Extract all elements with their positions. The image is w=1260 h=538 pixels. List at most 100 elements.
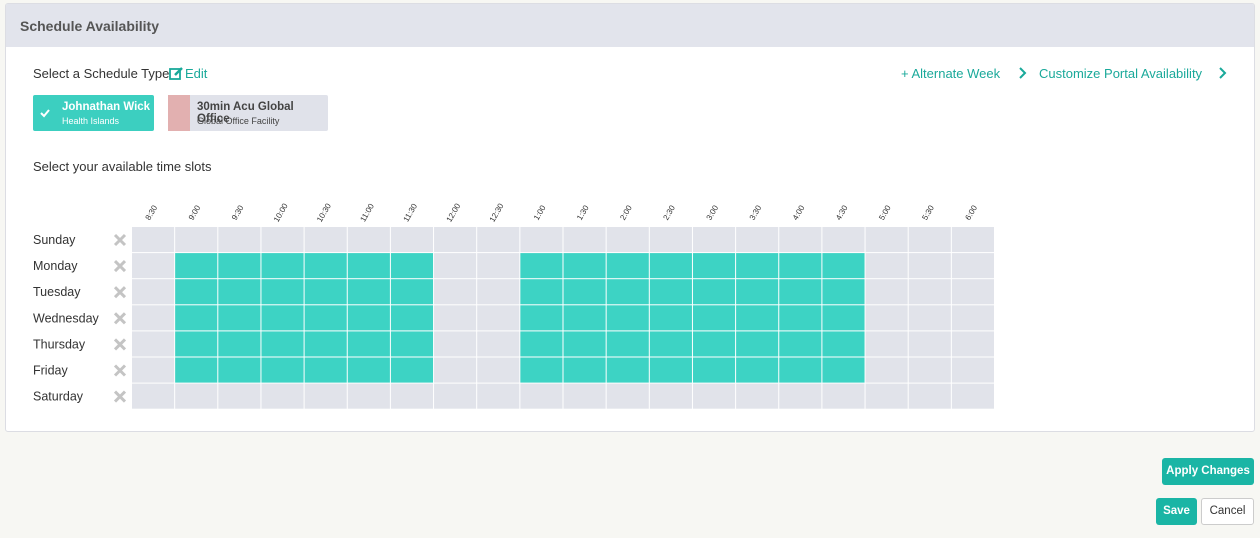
time-slot[interactable]	[347, 253, 390, 279]
time-slot[interactable]	[218, 305, 261, 331]
time-slot[interactable]	[520, 357, 563, 383]
time-slot[interactable]	[606, 305, 649, 331]
time-slot[interactable]	[692, 331, 736, 357]
time-slot[interactable]	[822, 227, 865, 253]
time-slot[interactable]	[822, 279, 865, 305]
time-slot[interactable]	[132, 383, 175, 409]
time-slot[interactable]	[390, 331, 434, 357]
time-slot[interactable]	[434, 279, 477, 305]
time-slot[interactable]	[908, 357, 951, 383]
time-slot[interactable]	[175, 227, 218, 253]
save-button[interactable]: Save	[1156, 498, 1197, 525]
clear-day-button[interactable]	[113, 338, 127, 351]
time-slot[interactable]	[908, 253, 951, 279]
time-slot[interactable]	[822, 383, 865, 409]
time-slot[interactable]	[563, 383, 606, 409]
time-slot[interactable]	[304, 305, 347, 331]
time-slot[interactable]	[865, 383, 908, 409]
time-slot[interactable]	[779, 331, 822, 357]
time-slot[interactable]	[951, 227, 994, 253]
time-slot[interactable]	[736, 357, 779, 383]
time-slot[interactable]	[692, 357, 736, 383]
time-slot[interactable]	[606, 253, 649, 279]
time-slot[interactable]	[477, 253, 520, 279]
time-slot[interactable]	[649, 305, 692, 331]
time-slot[interactable]	[175, 279, 218, 305]
time-slot[interactable]	[822, 253, 865, 279]
clear-day-button[interactable]	[113, 233, 127, 247]
time-slot[interactable]	[434, 253, 477, 279]
time-slot[interactable]	[606, 383, 649, 409]
time-slot[interactable]	[390, 253, 434, 279]
time-slot[interactable]	[347, 357, 390, 383]
clear-day-button[interactable]	[113, 390, 127, 403]
time-slot[interactable]	[606, 357, 649, 383]
time-slot[interactable]	[304, 357, 347, 383]
time-slot[interactable]	[304, 227, 347, 253]
time-slot[interactable]	[175, 305, 218, 331]
time-slot[interactable]	[951, 357, 994, 383]
time-slot[interactable]	[434, 383, 477, 409]
time-slot[interactable]	[132, 253, 175, 279]
time-slot[interactable]	[736, 383, 779, 409]
time-slot[interactable]	[132, 357, 175, 383]
time-slot[interactable]	[261, 305, 304, 331]
time-slot[interactable]	[951, 253, 994, 279]
time-slot[interactable]	[951, 383, 994, 409]
time-slot[interactable]	[477, 383, 520, 409]
time-slot[interactable]	[606, 227, 649, 253]
time-slot[interactable]	[218, 383, 261, 409]
time-slot[interactable]	[218, 357, 261, 383]
time-slot[interactable]	[865, 357, 908, 383]
time-slot[interactable]	[951, 305, 994, 331]
time-slot[interactable]	[865, 305, 908, 331]
time-slot[interactable]	[520, 253, 563, 279]
time-slot[interactable]	[908, 331, 951, 357]
time-slot[interactable]	[951, 279, 994, 305]
time-slot[interactable]	[390, 305, 434, 331]
time-slot[interactable]	[520, 383, 563, 409]
customize-portal-link[interactable]: Customize Portal Availability	[1039, 66, 1203, 81]
time-slot[interactable]	[175, 383, 218, 409]
time-slot[interactable]	[649, 331, 692, 357]
time-slot[interactable]	[477, 279, 520, 305]
time-slot[interactable]	[304, 279, 347, 305]
time-slot[interactable]	[261, 357, 304, 383]
time-slot[interactable]	[175, 357, 218, 383]
clear-day-button[interactable]	[113, 286, 127, 299]
time-slot[interactable]	[434, 227, 477, 253]
time-slot[interactable]	[175, 253, 218, 279]
edit-icon[interactable]	[169, 66, 183, 80]
time-slot[interactable]	[865, 331, 908, 357]
time-slot[interactable]	[390, 279, 434, 305]
time-slot[interactable]	[132, 279, 175, 305]
time-slot[interactable]	[692, 253, 736, 279]
time-slot[interactable]	[563, 253, 606, 279]
time-slot[interactable]	[692, 227, 736, 253]
time-slot[interactable]	[736, 331, 779, 357]
time-slot[interactable]	[736, 253, 779, 279]
time-slot[interactable]	[132, 305, 175, 331]
time-slot[interactable]	[649, 279, 692, 305]
time-slot[interactable]	[779, 305, 822, 331]
time-slot[interactable]	[175, 331, 218, 357]
time-slot[interactable]	[520, 305, 563, 331]
time-slot[interactable]	[865, 253, 908, 279]
time-slot[interactable]	[218, 279, 261, 305]
time-slot[interactable]	[822, 305, 865, 331]
time-slot[interactable]	[563, 279, 606, 305]
time-slot[interactable]	[908, 279, 951, 305]
time-slot[interactable]	[692, 305, 736, 331]
time-slot[interactable]	[908, 227, 951, 253]
time-slot[interactable]	[477, 305, 520, 331]
time-slot[interactable]	[261, 331, 304, 357]
time-slot[interactable]	[779, 227, 822, 253]
time-slot[interactable]	[649, 383, 692, 409]
time-slot[interactable]	[563, 305, 606, 331]
time-slot[interactable]	[347, 227, 390, 253]
time-slot[interactable]	[563, 331, 606, 357]
schedule-option[interactable]: 30min Acu Global Office Global Office Fac…	[168, 95, 328, 131]
time-slot[interactable]	[736, 305, 779, 331]
time-slot[interactable]	[908, 305, 951, 331]
time-slot[interactable]	[606, 279, 649, 305]
